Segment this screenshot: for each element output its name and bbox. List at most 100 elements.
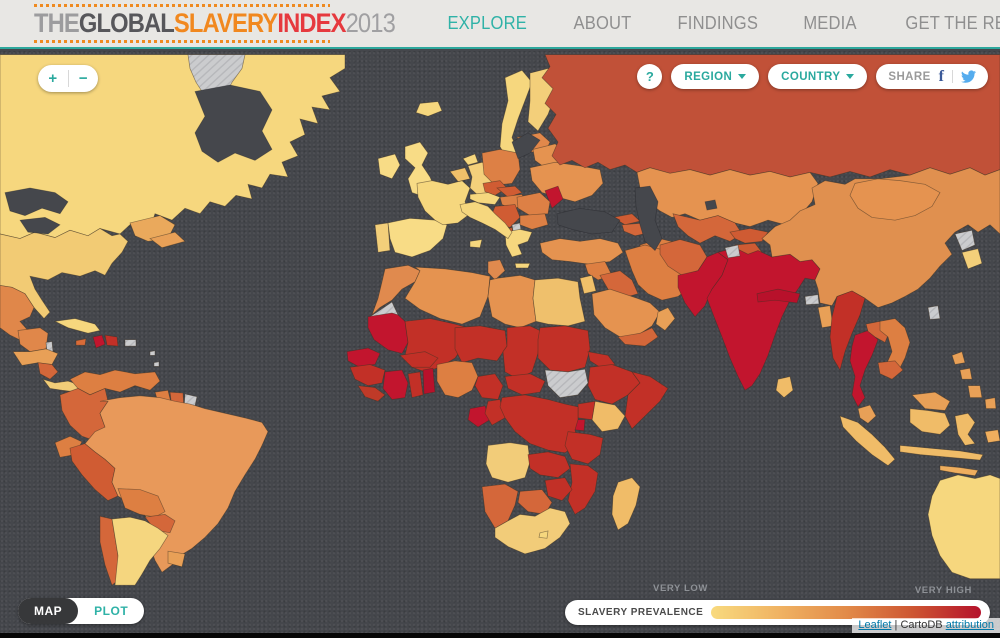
country-ghana[interactable] [408,372,423,398]
country-bhutan[interactable] [805,295,819,305]
world-map[interactable] [0,51,1000,633]
country-lake-balkhash[interactable] [705,200,717,210]
country-france[interactable] [417,181,470,225]
country-great-lakes[interactable] [5,188,68,234]
country-bulgaria[interactable] [520,214,548,230]
country-algeria[interactable] [405,267,490,324]
country-guatemala-honduras[interactable] [13,349,58,366]
country-haiti[interactable] [93,335,105,348]
country-china[interactable] [762,168,1000,308]
country-greece[interactable] [505,229,532,268]
country-poland[interactable] [482,149,520,185]
map-view-button[interactable]: MAP [18,598,79,624]
country-black-sea[interactable] [557,208,620,234]
country-java[interactable] [900,445,983,460]
country-myanmar[interactable] [830,291,865,370]
country-namibia[interactable] [482,484,518,528]
country-portugal[interactable] [375,223,390,252]
country-burkina-faso[interactable] [400,352,438,368]
country-kenya[interactable] [592,401,625,431]
country-turkey[interactable] [540,239,623,265]
country-australia[interactable] [928,475,1000,579]
country-thailand[interactable] [850,331,878,407]
country-bangladesh[interactable] [818,306,833,328]
country-somalia[interactable] [625,372,668,429]
country-baltic-sea[interactable] [512,133,540,159]
nav-get-the-report[interactable]: GET THE REPORT [905,13,1000,33]
country-dominican-republic[interactable] [105,335,118,346]
country-puerto-rico[interactable] [125,340,136,346]
country-spain[interactable] [388,218,447,257]
country-cameroon[interactable] [475,374,503,400]
country-niger[interactable] [455,326,507,363]
country-zimbabwe[interactable] [545,478,572,501]
country-nepal[interactable] [757,289,800,303]
country-south-africa[interactable] [495,508,570,554]
twitter-icon[interactable] [961,70,976,83]
region-dropdown[interactable]: REGION [671,64,760,89]
leaflet-link[interactable]: Leaflet [858,619,892,631]
country-caspian-sea[interactable] [635,186,662,250]
facebook-icon[interactable]: f [938,67,944,85]
help-button[interactable]: ? [637,64,663,89]
country-egypt[interactable] [533,278,585,326]
country-malaysia-peninsula[interactable] [858,405,876,423]
country-mongolia[interactable] [850,179,940,220]
country-uruguay[interactable] [168,551,185,567]
country-romania[interactable] [517,193,550,216]
country-cambodia[interactable] [878,361,903,379]
country-nicaragua[interactable] [38,363,58,380]
country-guinea[interactable] [350,365,385,386]
country-sri-lanka[interactable] [776,376,793,397]
country-kyrgyzstan[interactable] [730,228,768,243]
country-south-korea[interactable] [962,249,982,269]
country-tanzania[interactable] [565,432,603,464]
country-sulawesi[interactable] [955,413,975,445]
country-mauritania[interactable] [368,313,408,353]
country-sumatra[interactable] [840,416,895,466]
zoom-out-button[interactable]: − [78,70,88,87]
country-usa[interactable] [0,228,128,318]
plot-view-button[interactable]: PLOT [94,604,129,618]
country-denmark[interactable] [463,154,478,165]
country-dropdown[interactable]: COUNTRY [768,64,868,89]
country-tunisia[interactable] [488,260,505,280]
zoom-in-button[interactable]: + [48,70,58,87]
map-area[interactable]: + − ? REGION COUNTRY SHARE f [0,51,1000,638]
country-benelux[interactable] [450,168,470,182]
attribution-link[interactable]: attribution [945,619,994,631]
country-uganda[interactable] [578,401,595,419]
country-angola[interactable] [486,443,530,483]
country-italy[interactable] [460,202,512,248]
country-ivory-coast[interactable] [383,370,408,399]
country-iraq[interactable] [600,271,638,299]
country-madagascar[interactable] [612,478,640,530]
country-senegal[interactable] [347,348,380,366]
country-zambia[interactable] [528,452,570,478]
country-kashmir[interactable] [725,245,740,258]
country-kazakhstan[interactable] [637,168,818,227]
country-sudan[interactable] [538,326,590,372]
country-ireland[interactable] [378,154,400,179]
nav-findings[interactable]: FINDINGS [677,13,758,33]
nav-explore[interactable]: EXPLORE [447,13,528,33]
country-north-korea[interactable] [955,230,975,250]
country-borneo-indonesia[interactable] [910,409,950,435]
country-yucatan[interactable] [18,328,48,352]
country-oman[interactable] [656,308,675,331]
country-jamaica[interactable] [76,339,86,345]
nav-media[interactable]: MEDIA [803,13,857,33]
country-iceland[interactable] [416,102,442,117]
country-morocco[interactable] [372,265,420,315]
country-austria-swiss[interactable] [470,193,500,205]
nav-about[interactable]: ABOUT [573,13,632,33]
country-libya[interactable] [488,275,536,327]
country-nigeria[interactable] [437,361,478,398]
country-taiwan[interactable] [928,306,940,320]
country-philippines[interactable] [952,352,996,409]
country-sierra-leone-liberia[interactable] [358,386,385,402]
country-maluku-papua[interactable] [985,430,1000,443]
country-central-african-republic[interactable] [505,374,545,395]
country-chad[interactable] [503,326,540,379]
country-yemen[interactable] [618,328,658,346]
